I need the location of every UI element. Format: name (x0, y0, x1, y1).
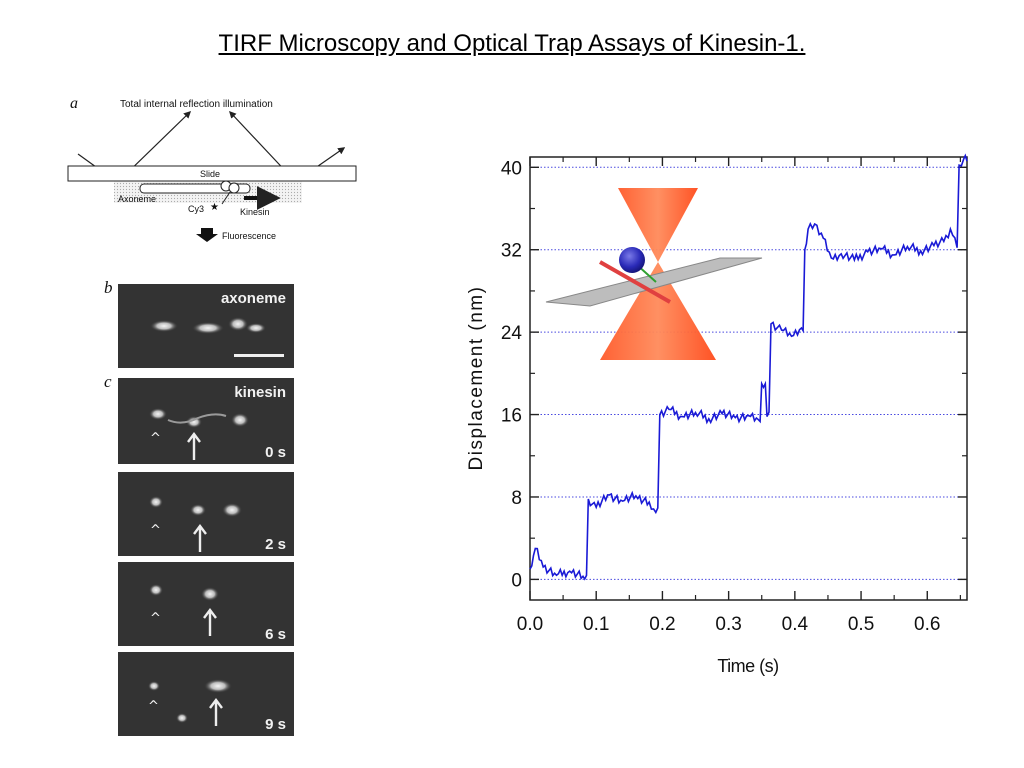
y-tick-label: 0 (511, 570, 522, 591)
x-tick-label: 0.1 (583, 614, 609, 635)
kinesin-label: Kinesin (240, 207, 270, 217)
x-tick-labels: 0.0 0.1 0.2 0.3 0.4 0.5 0.6 (517, 614, 941, 635)
kinesin-frame-6s: ^ 6 s (118, 562, 294, 646)
trap-laser-lower-cone (600, 262, 716, 360)
x-tick-label: 0.0 (517, 614, 543, 635)
caret-marker-icon: ^ (150, 611, 161, 626)
kinesin-frame-image: ^ (148, 679, 232, 726)
axoneme-image (150, 317, 284, 357)
kinesin-head-2 (228, 182, 240, 194)
kinesin-frame-image: ^ (149, 584, 219, 636)
caret-marker-icon: ^ (150, 431, 161, 446)
cy3-label: Cy3 (188, 204, 204, 214)
arrow-marker-icon (193, 524, 207, 552)
x-tick-label: 0.2 (649, 614, 675, 635)
frame-time-label: 2 s (265, 536, 286, 553)
kinesin-stalk (221, 191, 231, 205)
arrow-marker-icon (187, 432, 201, 460)
tirf-schematic: a Total internal reflection illumination… (67, 95, 357, 242)
y-axis-label: Displacement (nm) (466, 286, 487, 471)
glass-slide (67, 165, 357, 182)
y-tick-label: 8 (511, 488, 522, 509)
y-tick-label: 32 (501, 241, 522, 262)
axoneme-label: axoneme (220, 290, 286, 307)
kinesin-frame-image: ^ (149, 408, 249, 460)
arrow-marker-icon (209, 698, 223, 726)
microtubule-filament (599, 260, 671, 304)
x-tick-label: 0.4 (782, 614, 809, 635)
x-tick-label: 0.6 (914, 614, 940, 635)
axoneme-panel-letter: b (104, 278, 113, 297)
fluorescence-arrow-icon (196, 228, 218, 242)
caret-marker-icon: ^ (148, 699, 159, 714)
y-tick-label: 24 (501, 323, 523, 344)
kinesin-frame-2s: ^ 2 s (118, 472, 294, 556)
axoneme-micrograph: axoneme (118, 284, 294, 368)
kinesin-frame-image: ^ (149, 496, 242, 552)
arrow-marker-icon (203, 608, 217, 636)
slide-title: TIRF Microscopy and Optical Trap Assays … (218, 30, 806, 57)
trapped-bead (619, 247, 645, 273)
frame-time-label: 6 s (265, 626, 286, 643)
y-tick-labels: 0 8 16 24 32 40 (501, 158, 523, 591)
fluorescence-label: Fluorescence (222, 231, 276, 241)
x-tick-label: 0.3 (715, 614, 741, 635)
plot-frame (529, 156, 968, 601)
axis-ticks (529, 157, 967, 600)
illumination-label: Total internal reflection illumination (120, 99, 273, 110)
x-tick-label: 0.5 (848, 614, 874, 635)
y-tick-label: 40 (501, 158, 522, 179)
slide-label: Slide (200, 169, 220, 179)
caret-marker-icon: ^ (150, 523, 161, 538)
schematic-panel-letter: a (70, 95, 78, 112)
kinesin-panel-letter: c (104, 372, 112, 391)
displacement-chart: 0 8 16 24 32 40 0.0 0.1 0.2 0.3 0.4 0.5 0.6 Displac… (466, 153, 968, 676)
kinesin-frame-9s: ^ 9 s (118, 652, 294, 736)
axoneme-label: Axoneme (118, 194, 156, 204)
cy3-star-icon: ★ (210, 202, 219, 213)
scale-bar (234, 354, 284, 357)
displacement-trace (529, 153, 968, 581)
coverslip-plane (545, 257, 763, 307)
frame-time-label: 9 s (265, 716, 286, 733)
x-axis-label: Time (s) (717, 656, 778, 676)
frame-time-label: 0 s (265, 444, 286, 461)
y-tick-label: 16 (501, 406, 522, 427)
optical-trap-illustration (545, 188, 763, 360)
trap-laser-upper-cone (618, 188, 698, 262)
kinesin-label: kinesin (234, 384, 286, 401)
grid-lines (530, 166, 967, 580)
kinesin-frame-0s: ^ kinesin 0 s (118, 378, 294, 464)
